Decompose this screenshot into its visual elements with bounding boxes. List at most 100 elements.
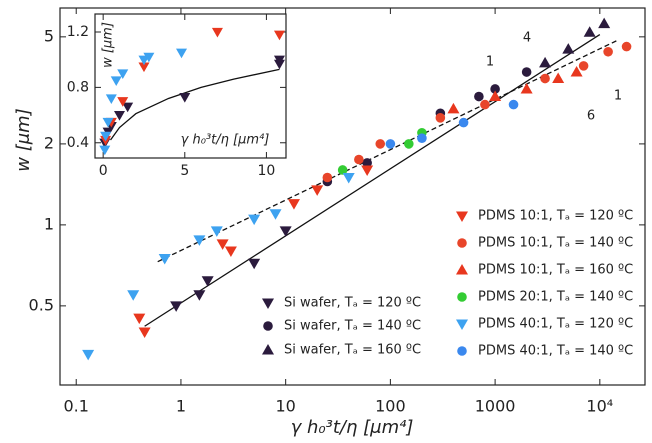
x-tick-label: 10 [275,397,295,416]
legend-label: Si wafer, Tₐ = 160 ºC [284,343,421,358]
x-tick-label: 0 [99,163,108,179]
data-point [562,43,575,54]
data-point [508,99,519,110]
data-point [458,117,469,128]
data-point [435,113,446,123]
y-tick-label: 5 [44,26,54,45]
legend-label: Si wafer, Tₐ = 120 ºC [284,296,421,311]
data-point [99,145,111,156]
data-point [520,82,533,94]
legend-marker [457,346,467,356]
x-tick-label: 10⁴ [586,397,613,416]
data-point [110,76,122,86]
legend-marker [262,298,274,309]
data-point [224,246,237,257]
slope-label: 1 [614,89,622,104]
legend-marker [262,344,274,355]
data-point [490,84,500,94]
data-point [102,117,114,128]
data-point [375,139,386,149]
legend-label: PDMS 10:1, Tₐ = 160 ºC [478,263,633,278]
data-point [179,92,191,103]
y-tick-label: 1.2 [67,24,89,40]
x-axis-label: γ h₀³t/η [μm⁴] [181,133,270,148]
x-axis-label: γ h₀³t/η [μm⁴] [291,417,414,438]
data-point [552,72,565,84]
data-point [133,313,146,325]
legend-marker [456,264,468,275]
slope-label: 1 [486,55,494,70]
y-axis-label: w [μm] [13,108,34,171]
data-point [521,67,532,77]
data-point [138,62,150,73]
legend-label: PDMS 40:1, Tₐ = 120 ºC [478,317,633,332]
data-point [322,172,333,183]
y-tick-label: 0.8 [67,79,89,95]
fit-line [144,33,601,327]
legend-label: PDMS 20:1, Tₐ = 140 ºC [478,290,633,305]
data-point [417,133,427,143]
data-point [578,61,589,71]
data-point [273,55,285,66]
data-point [385,139,396,149]
data-point [480,99,490,110]
legend-marker [457,292,467,302]
data-point [279,226,292,237]
data-point [540,73,550,84]
data-point [170,301,183,312]
data-point [362,158,372,168]
data-point [216,239,229,250]
data-point [287,199,300,210]
data-point [105,94,117,104]
data-point [122,102,134,113]
data-point [489,90,502,102]
data-point [474,91,484,102]
fit-line [109,68,280,141]
legend-label: PDMS 40:1, Tₐ = 140 ºC [478,344,633,359]
data-point [539,56,552,68]
data-point [143,52,155,63]
data-point [211,27,223,38]
legend-marker [457,238,467,248]
data-point [193,290,206,301]
data-point [176,48,188,59]
data-point [583,26,596,37]
data-point [447,102,460,114]
data-point [598,17,611,29]
data-point [248,214,261,226]
data-point [100,131,112,142]
data-point [127,290,140,301]
legend-label: Si wafer, Tₐ = 140 ºC [284,319,421,334]
y-tick-label: 1 [44,214,54,233]
data-point [603,46,613,57]
slope-label: 4 [523,31,531,46]
slope-label: 6 [587,109,595,124]
x-tick-label: 10 [257,163,275,179]
data-point [117,97,129,107]
legend-label: PDMS 10:1, Tₐ = 140 ºC [478,236,633,251]
data-point [570,66,583,77]
data-point [82,349,95,361]
x-tick-label: 100 [375,397,406,416]
x-tick-label: 1 [176,397,186,416]
data-point [273,30,285,41]
data-point [337,165,348,175]
data-point [201,276,214,287]
plot-frame [94,13,287,159]
data-point [621,41,632,52]
data-point [311,185,324,196]
legend-marker [263,321,273,331]
data-point [193,235,206,246]
data-point [404,139,414,149]
y-tick-label: 0.5 [29,295,54,314]
y-tick-label: 2 [44,133,54,152]
data-point [138,327,151,338]
legend-marker [456,319,468,330]
data-point [361,165,374,176]
data-point [269,209,282,220]
data-point [354,154,364,165]
x-tick-label: 5 [180,163,189,179]
data-point [117,69,129,80]
x-tick-label: 1000 [475,397,516,416]
